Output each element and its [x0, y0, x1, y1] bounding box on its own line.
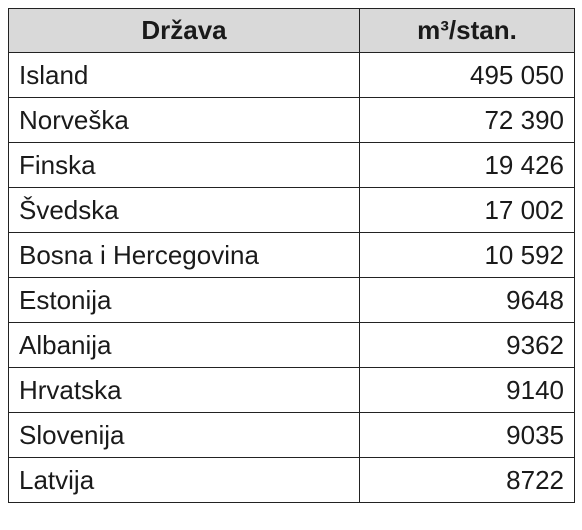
table-row: Finska 19 426: [8, 142, 575, 188]
table-header: Država m³/stan.: [8, 8, 575, 53]
country-cell: Švedska: [8, 187, 360, 233]
value-cell: 17 002: [359, 187, 575, 233]
table-row: Norveška 72 390: [8, 97, 575, 143]
country-cell: Hrvatska: [8, 367, 360, 413]
table-row: Albanija 9362: [8, 322, 575, 368]
value-cell: 72 390: [359, 97, 575, 143]
value-cell: 9035: [359, 412, 575, 458]
value-cell: 8722: [359, 457, 575, 503]
value-cell: 9648: [359, 277, 575, 323]
country-cell: Finska: [8, 142, 360, 188]
data-table: Država m³/stan. Island 495 050 Norveška 72 …: [8, 8, 575, 503]
value-cell: 495 050: [359, 52, 575, 98]
table-row: Estonija 9648: [8, 277, 575, 323]
header-cell: Država: [8, 8, 360, 53]
country-cell: Island: [8, 52, 360, 98]
table-row: Latvija 8722: [8, 457, 575, 503]
header-row: Država m³/stan.: [8, 8, 575, 53]
table-body: Island 495 050 Norveška 72 390 Finska 19 426 Š…: [8, 52, 575, 503]
table-row: Švedska 17 002: [8, 187, 575, 233]
value-cell: 10 592: [359, 232, 575, 278]
country-cell: Albanija: [8, 322, 360, 368]
country-cell: Estonija: [8, 277, 360, 323]
table-row: Hrvatska 9140: [8, 367, 575, 413]
table-row: Bosna i Hercegovina 10 592: [8, 232, 575, 278]
value-cell: 9362: [359, 322, 575, 368]
table-row: Island 495 050: [8, 52, 575, 98]
country-cell: Latvija: [8, 457, 360, 503]
value-cell: 9140: [359, 367, 575, 413]
country-cell: Norveška: [8, 97, 360, 143]
country-cell: Bosna i Hercegovina: [8, 232, 360, 278]
header-cell: m³/stan.: [359, 8, 575, 53]
country-cell: Slovenija: [8, 412, 360, 458]
value-cell: 19 426: [359, 142, 575, 188]
table-row: Slovenija 9035: [8, 412, 575, 458]
